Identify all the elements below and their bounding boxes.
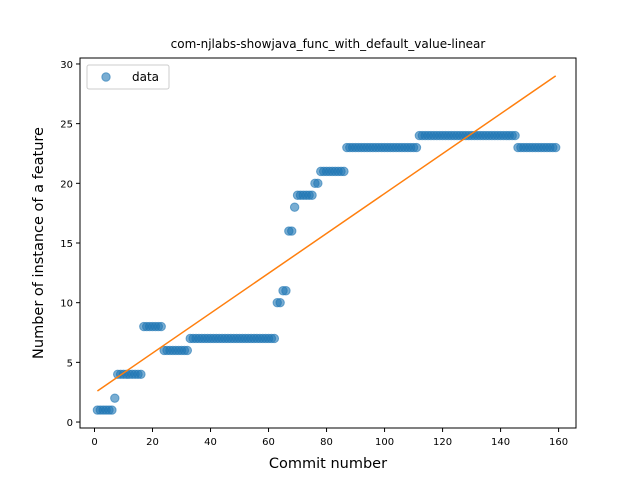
y-tick-label: 25 <box>60 120 73 131</box>
legend-label-data: data <box>132 70 159 84</box>
data-point <box>289 202 300 212</box>
data-point <box>275 297 285 308</box>
data-point <box>110 393 120 403</box>
x-tick-label: 120 <box>433 437 452 448</box>
x-tick-label: 20 <box>146 437 159 448</box>
data-point <box>269 333 280 344</box>
x-tick-label: 100 <box>375 437 394 448</box>
y-tick-label: 0 <box>67 418 73 429</box>
data-point <box>510 130 520 141</box>
data-point <box>411 142 422 153</box>
y-tick-label: 15 <box>60 239 73 250</box>
data-point <box>339 166 349 177</box>
data-point <box>182 345 193 356</box>
legend-marker-data <box>101 72 111 82</box>
legend-box <box>86 64 170 90</box>
legend: data <box>86 64 170 90</box>
x-tick-label: 60 <box>262 437 275 448</box>
data-point <box>107 405 117 415</box>
x-tick-label: 80 <box>320 437 333 448</box>
x-axis-label: Commit number <box>269 456 387 472</box>
y-tick-label: 20 <box>60 179 73 190</box>
fit-line <box>96 75 557 392</box>
x-tick-label: 140 <box>491 437 510 448</box>
y-tick-label: 30 <box>60 60 73 71</box>
data-point <box>156 321 166 332</box>
x-tick-label: 160 <box>549 437 568 448</box>
data-point <box>281 286 291 296</box>
data-point <box>136 369 146 379</box>
data-point <box>287 226 297 236</box>
x-axis: 0 20 40 60 80 100 120 140 160 <box>91 428 568 448</box>
data-point <box>307 190 317 200</box>
chart-title: com-njlabs-showjava_func_with_default_va… <box>171 37 486 51</box>
data-point <box>313 178 323 189</box>
y-tick-label: 10 <box>60 299 73 310</box>
data-point <box>550 142 561 153</box>
y-tick-label: 5 <box>67 358 73 369</box>
x-tick-label: 40 <box>204 437 217 448</box>
y-axis: 0 5 10 15 20 25 30 <box>60 60 80 429</box>
plot-area <box>92 75 561 415</box>
y-axis-label: Number of instance of a feature <box>31 127 47 359</box>
x-tick-label: 0 <box>91 437 97 448</box>
